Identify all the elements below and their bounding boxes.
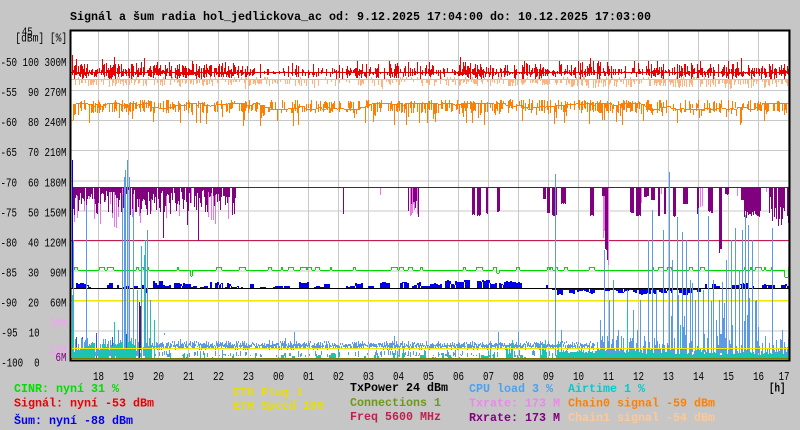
svg-text:02: 02: [333, 370, 344, 384]
svg-text:-70 60 180M: -70 60 180M: [1, 176, 67, 190]
svg-text:39M: 39M: [50, 316, 67, 330]
svg-text:-80 40 120M: -80 40 120M: [1, 236, 67, 250]
svg-text:Freq 5600 MHz: Freq 5600 MHz: [350, 410, 441, 424]
svg-text:09: 09: [543, 370, 554, 384]
svg-text:20: 20: [153, 370, 164, 384]
svg-text:06: 06: [453, 370, 464, 384]
svg-text:18: 18: [93, 370, 104, 384]
svg-text:12: 12: [633, 370, 644, 384]
svg-text:-55 90 270M: -55 90 270M: [1, 86, 67, 100]
svg-text:10: 10: [573, 370, 584, 384]
svg-text:6M: 6M: [56, 351, 67, 365]
svg-text:07: 07: [483, 370, 494, 384]
svg-text:-100 0: -100 0: [1, 357, 40, 371]
svg-text:00: 00: [273, 370, 284, 384]
svg-text:CPU load 3 %: CPU load 3 %: [469, 382, 554, 396]
svg-text:Connections 1: Connections 1: [350, 396, 441, 410]
svg-text:15: 15: [723, 370, 734, 384]
svg-text:13M: 13M: [50, 343, 67, 357]
svg-text:-75 50 150M: -75 50 150M: [1, 206, 67, 220]
svg-text:Signál a šum radia hol_jedlick: Signál a šum radia hol_jedlickova_ac od:…: [70, 10, 651, 24]
svg-text:-60 80 240M: -60 80 240M: [1, 116, 67, 130]
svg-text:08: 08: [513, 370, 524, 384]
svg-text:ETH Plug 1: ETH Plug 1: [233, 386, 303, 400]
svg-text:17: 17: [779, 370, 790, 384]
svg-text:Airtime 1 %: Airtime 1 %: [568, 382, 646, 396]
svg-text:23: 23: [243, 370, 254, 384]
svg-text:22: 22: [213, 370, 224, 384]
svg-text:TxPower 24 dBm: TxPower 24 dBm: [350, 381, 448, 395]
svg-text:Rxrate: 173 M: Rxrate: 173 M: [469, 411, 560, 425]
svg-text:[h]: [h]: [769, 382, 786, 396]
svg-text:-50 100 300M: -50 100 300M: [1, 56, 67, 70]
svg-text:05: 05: [423, 370, 434, 384]
svg-text:Txrate: 173 M: Txrate: 173 M: [469, 397, 560, 411]
svg-text:Chain0 signal -59 dBm: Chain0 signal -59 dBm: [568, 397, 715, 411]
svg-text:14: 14: [693, 370, 704, 384]
svg-text:-90 20 60M: -90 20 60M: [1, 297, 67, 311]
svg-text:ETH Speed 100: ETH Speed 100: [233, 399, 324, 413]
svg-text:Chain1 signal -54 dBm: Chain1 signal -54 dBm: [568, 411, 715, 425]
svg-text:01: 01: [303, 370, 314, 384]
svg-text:Šum: nyní -88 dBm: Šum: nyní -88 dBm: [14, 413, 133, 428]
svg-text:-65 70 210M: -65 70 210M: [1, 146, 67, 160]
svg-text:-95 10: -95 10: [1, 327, 40, 341]
svg-text:04: 04: [393, 370, 404, 384]
svg-text:11: 11: [603, 370, 614, 384]
svg-text:03: 03: [363, 370, 374, 384]
svg-text:CINR: nyní 31 %: CINR: nyní 31 %: [14, 382, 120, 396]
svg-text:Signál: nyní -53 dBm: Signál: nyní -53 dBm: [14, 397, 154, 411]
svg-text:13: 13: [663, 370, 674, 384]
svg-text:19: 19: [123, 370, 134, 384]
svg-text:-85 30 90M: -85 30 90M: [1, 266, 67, 280]
svg-text:21: 21: [183, 370, 194, 384]
svg-text:[dBm] [%]: [dBm] [%]: [15, 32, 67, 46]
svg-text:16: 16: [753, 370, 764, 384]
svg-text:45: 45: [22, 26, 33, 40]
